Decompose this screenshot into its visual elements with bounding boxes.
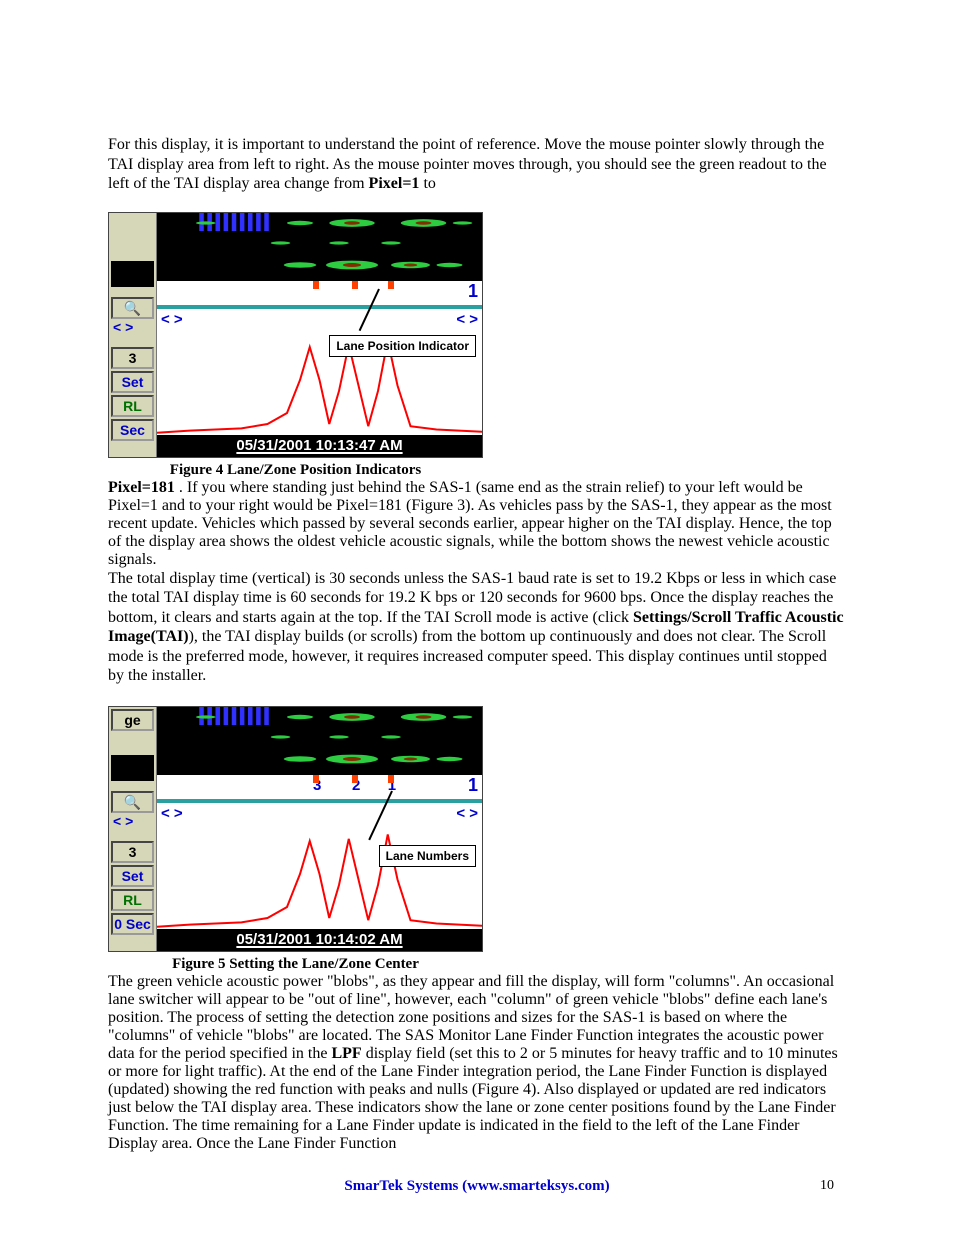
sidebar-controls: 🔍< > 3SetRLSec bbox=[109, 213, 157, 457]
sec-label: Sec bbox=[111, 419, 154, 441]
lane-position-tick bbox=[388, 281, 394, 289]
set-button[interactable]: Set bbox=[111, 371, 154, 393]
figure-5-caption: Figure 5 Setting the Lane/Zone Center bbox=[108, 956, 483, 973]
page-footer: SmarTek Systems (www.smarteksys.com) 10 bbox=[0, 1178, 954, 1195]
figure-5: ge 🔍< > 3SetRL0 Sec1321< >< >Lane Numbers0… bbox=[108, 706, 483, 973]
rl-button[interactable]: RL bbox=[111, 889, 154, 911]
zone-bar bbox=[157, 305, 482, 309]
btn-3[interactable]: 3 bbox=[111, 841, 154, 863]
callout-label: Lane Position Indicator bbox=[329, 335, 476, 357]
acoustic-power-curve bbox=[157, 819, 482, 929]
lane-position-tick bbox=[388, 775, 394, 783]
zone-bar bbox=[157, 799, 482, 803]
lane-position-tick bbox=[352, 775, 358, 783]
paragraph-1: For this display, it is important to und… bbox=[108, 135, 846, 194]
set-button[interactable]: Set bbox=[111, 865, 154, 887]
lane-finder-display: 1< >< >Lane Position Indicator bbox=[157, 281, 482, 435]
nudge-arrows-icon[interactable]: < > bbox=[113, 813, 133, 829]
tai-display bbox=[157, 707, 482, 775]
timestamp-bar: 05/31/2001 10:13:47 AM bbox=[157, 435, 482, 457]
figure-4: 🔍< > 3SetRLSec1< >< >Lane Position Indica… bbox=[108, 212, 483, 479]
btn-3[interactable]: 3 bbox=[111, 347, 154, 369]
footer-brand: SmarTek Systems (www.smarteksys.com) bbox=[344, 1178, 609, 1195]
ge-label: ge bbox=[111, 709, 154, 731]
sec-label: 0 Sec bbox=[111, 913, 154, 935]
lane-position-tick bbox=[313, 775, 319, 783]
lane-finder-display: 1321< >< >Lane Numbers bbox=[157, 775, 482, 929]
figure-4-caption: Figure 4 Lane/Zone Position Indicators bbox=[108, 462, 483, 479]
page-number: 10 bbox=[820, 1178, 834, 1194]
black-indicator bbox=[111, 755, 154, 781]
bold-pixel181: Pixel=181 bbox=[108, 479, 175, 496]
rl-button[interactable]: RL bbox=[111, 395, 154, 417]
black-indicator bbox=[111, 261, 154, 287]
callout-label: Lane Numbers bbox=[379, 845, 476, 867]
nudge-arrows-icon[interactable]: < > bbox=[113, 319, 133, 335]
bold-pixel1: Pixel=1 bbox=[369, 175, 420, 192]
bold-lpf: LPF bbox=[331, 1045, 361, 1062]
sidebar-controls: ge 🔍< > 3SetRL0 Sec bbox=[109, 707, 157, 951]
paragraph-2: The total display time (vertical) is 30 … bbox=[108, 569, 846, 686]
timestamp-bar: 05/31/2001 10:14:02 AM bbox=[157, 929, 482, 951]
lane-position-tick bbox=[352, 281, 358, 289]
tai-display bbox=[157, 213, 482, 281]
zoom-icon[interactable]: 🔍 bbox=[111, 297, 154, 319]
zoom-icon[interactable]: 🔍 bbox=[111, 791, 154, 813]
lane-position-tick bbox=[313, 281, 319, 289]
